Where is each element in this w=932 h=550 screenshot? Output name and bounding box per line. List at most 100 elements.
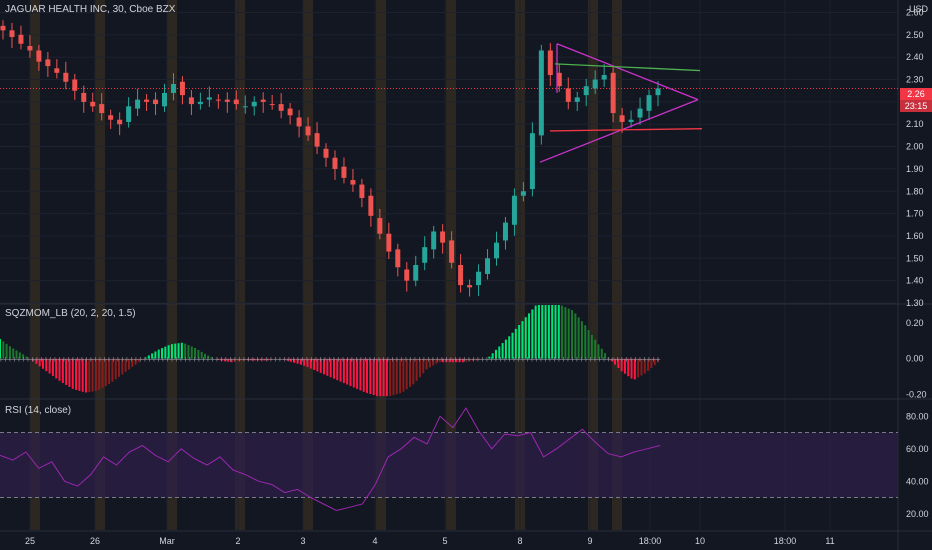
squeeze-dot: + xyxy=(174,356,180,364)
squeeze-dot: + xyxy=(291,356,297,364)
candle-body xyxy=(422,247,428,263)
candle-body xyxy=(386,233,392,252)
candle-body xyxy=(314,133,320,147)
candle-body xyxy=(556,72,562,87)
rsi-tick-label: 80.00 xyxy=(906,411,929,421)
squeeze-dot: + xyxy=(201,356,207,364)
squeeze-dot: + xyxy=(457,356,463,364)
squeeze-dot: + xyxy=(39,356,45,364)
squeeze-dot: + xyxy=(232,356,238,364)
squeeze-dot: + xyxy=(88,356,94,364)
squeeze-dot: + xyxy=(615,356,621,364)
squeeze-dot: + xyxy=(138,356,144,364)
x-tick-label: Mar xyxy=(159,536,175,546)
squeeze-dot: + xyxy=(570,356,576,364)
chart-title: JAGUAR HEALTH INC, 30, Cboe BZX xyxy=(5,4,176,15)
squeeze-dot: + xyxy=(309,356,315,364)
candle-body xyxy=(242,106,248,108)
price-tick-label: 1.50 xyxy=(906,253,924,263)
candle-body xyxy=(251,101,257,107)
squeeze-dot: + xyxy=(106,356,112,364)
squeeze-dot: + xyxy=(3,356,9,364)
squeeze-dot: + xyxy=(0,356,4,364)
candle-body xyxy=(529,133,535,190)
candle-body xyxy=(144,99,150,102)
squeeze-dot: + xyxy=(493,356,499,364)
squeeze-dot: + xyxy=(534,356,540,364)
support-line xyxy=(549,128,703,132)
squeeze-dot: + xyxy=(583,356,589,364)
squeeze-dot: + xyxy=(160,356,166,364)
candle-body xyxy=(135,99,141,109)
candle-body xyxy=(637,108,643,118)
candle-body xyxy=(431,231,437,250)
squeeze-dot: + xyxy=(430,356,436,364)
squeeze-dot: + xyxy=(93,356,99,364)
squeeze-dot: + xyxy=(444,356,450,364)
price-tick-label: 1.80 xyxy=(906,186,924,196)
squeeze-dot: + xyxy=(412,356,418,364)
candle-body xyxy=(323,148,329,158)
candle-body xyxy=(170,83,176,93)
price-tick-label: 2.10 xyxy=(906,119,924,129)
squeeze-dot: + xyxy=(192,356,198,364)
candle-body xyxy=(619,115,625,122)
squeeze-dot: + xyxy=(295,356,301,364)
squeeze-dot: + xyxy=(205,356,211,364)
squeeze-dot: + xyxy=(75,356,81,364)
candle-body xyxy=(467,285,473,288)
squeeze-dot: + xyxy=(466,356,472,364)
session-band xyxy=(95,0,105,530)
squeeze-dot: + xyxy=(79,356,85,364)
candle-body xyxy=(520,191,526,196)
rsi-tick-label: 40.00 xyxy=(906,476,929,486)
squeeze-dot: + xyxy=(16,356,22,364)
squeeze-dot: + xyxy=(111,356,117,364)
squeeze-dot: + xyxy=(97,356,103,364)
x-tick-label: 4 xyxy=(372,536,377,546)
squeeze-dot: + xyxy=(421,356,427,364)
squeeze-dot: + xyxy=(462,356,468,364)
squeeze-dot: + xyxy=(273,356,279,364)
session-band xyxy=(235,0,245,530)
squeeze-dot: + xyxy=(376,356,382,364)
squeeze-dot: + xyxy=(57,356,63,364)
candle-body xyxy=(179,81,185,96)
candle-body xyxy=(18,34,24,44)
squeeze-dot: + xyxy=(282,356,288,364)
squeeze-dot: + xyxy=(264,356,270,364)
squeeze-dot: + xyxy=(354,356,360,364)
squeeze-dot: + xyxy=(318,356,324,364)
squeeze-dot: + xyxy=(331,356,337,364)
squeeze-dot: + xyxy=(34,356,40,364)
squeeze-dot: + xyxy=(511,356,517,364)
price-tick-label: 2.50 xyxy=(906,30,924,40)
candle-body xyxy=(162,92,168,107)
squeeze-dot: + xyxy=(358,356,364,364)
candle-body xyxy=(502,222,508,241)
squeeze-dot: + xyxy=(7,356,13,364)
squeeze-dot: + xyxy=(426,356,432,364)
session-band xyxy=(588,0,598,530)
squeeze-dot: + xyxy=(448,356,454,364)
squeeze-dot: + xyxy=(471,356,477,364)
squeeze-dot: + xyxy=(520,356,526,364)
momentum-tick-label: 0.00 xyxy=(906,354,924,364)
x-tick-label: 9 xyxy=(587,536,592,546)
candle-body xyxy=(377,218,383,234)
squeeze-dot: + xyxy=(228,356,234,364)
squeeze-dot: + xyxy=(408,356,414,364)
squeeze-dot: + xyxy=(543,356,549,364)
squeeze-dot: + xyxy=(210,356,216,364)
candle-body xyxy=(583,86,589,96)
candle-body xyxy=(90,101,96,107)
squeeze-dot: + xyxy=(30,356,36,364)
squeeze-dot: + xyxy=(628,356,634,364)
squeeze-dot: + xyxy=(142,356,148,364)
squeeze-dot: + xyxy=(394,356,400,364)
squeeze-dot: + xyxy=(300,356,306,364)
squeeze-dot: + xyxy=(475,356,481,364)
candle-body xyxy=(610,72,616,114)
price-tick-label: 2.30 xyxy=(906,75,924,85)
